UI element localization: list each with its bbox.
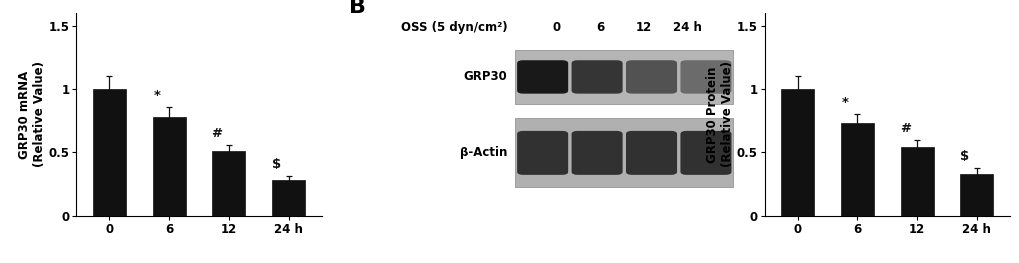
Text: #: #: [899, 122, 910, 135]
FancyBboxPatch shape: [571, 131, 622, 175]
Bar: [960, 174, 993, 216]
Bar: [272, 180, 305, 216]
Text: #: #: [211, 127, 222, 140]
Bar: [781, 89, 813, 216]
Text: 12: 12: [636, 21, 651, 34]
Text: GRP30: GRP30: [464, 70, 507, 83]
FancyBboxPatch shape: [626, 131, 677, 175]
Bar: [153, 117, 185, 216]
Text: β-Actin: β-Actin: [460, 146, 507, 159]
Text: *: *: [841, 96, 848, 109]
Text: B: B: [348, 0, 366, 17]
Bar: [515, 50, 733, 104]
Y-axis label: GRP30 Protein
(Relative Value): GRP30 Protein (Relative Value): [705, 61, 734, 168]
FancyBboxPatch shape: [571, 60, 622, 94]
FancyBboxPatch shape: [680, 131, 731, 175]
Bar: [212, 151, 246, 216]
Text: $: $: [272, 158, 281, 171]
FancyBboxPatch shape: [626, 60, 677, 94]
FancyBboxPatch shape: [680, 60, 731, 94]
Text: OSS (5 dyn/cm²): OSS (5 dyn/cm²): [400, 21, 506, 34]
Y-axis label: GRP30 mRNA
(Relative Value): GRP30 mRNA (Relative Value): [17, 61, 46, 168]
FancyBboxPatch shape: [517, 131, 568, 175]
Bar: [515, 118, 733, 187]
FancyBboxPatch shape: [517, 60, 568, 94]
Bar: [840, 123, 873, 216]
Text: $: $: [960, 150, 969, 163]
Text: 6: 6: [596, 21, 604, 34]
Bar: [900, 147, 932, 216]
Text: 24 h: 24 h: [673, 21, 701, 34]
Text: 0: 0: [552, 21, 560, 34]
Bar: [93, 89, 125, 216]
Text: *: *: [154, 89, 160, 102]
